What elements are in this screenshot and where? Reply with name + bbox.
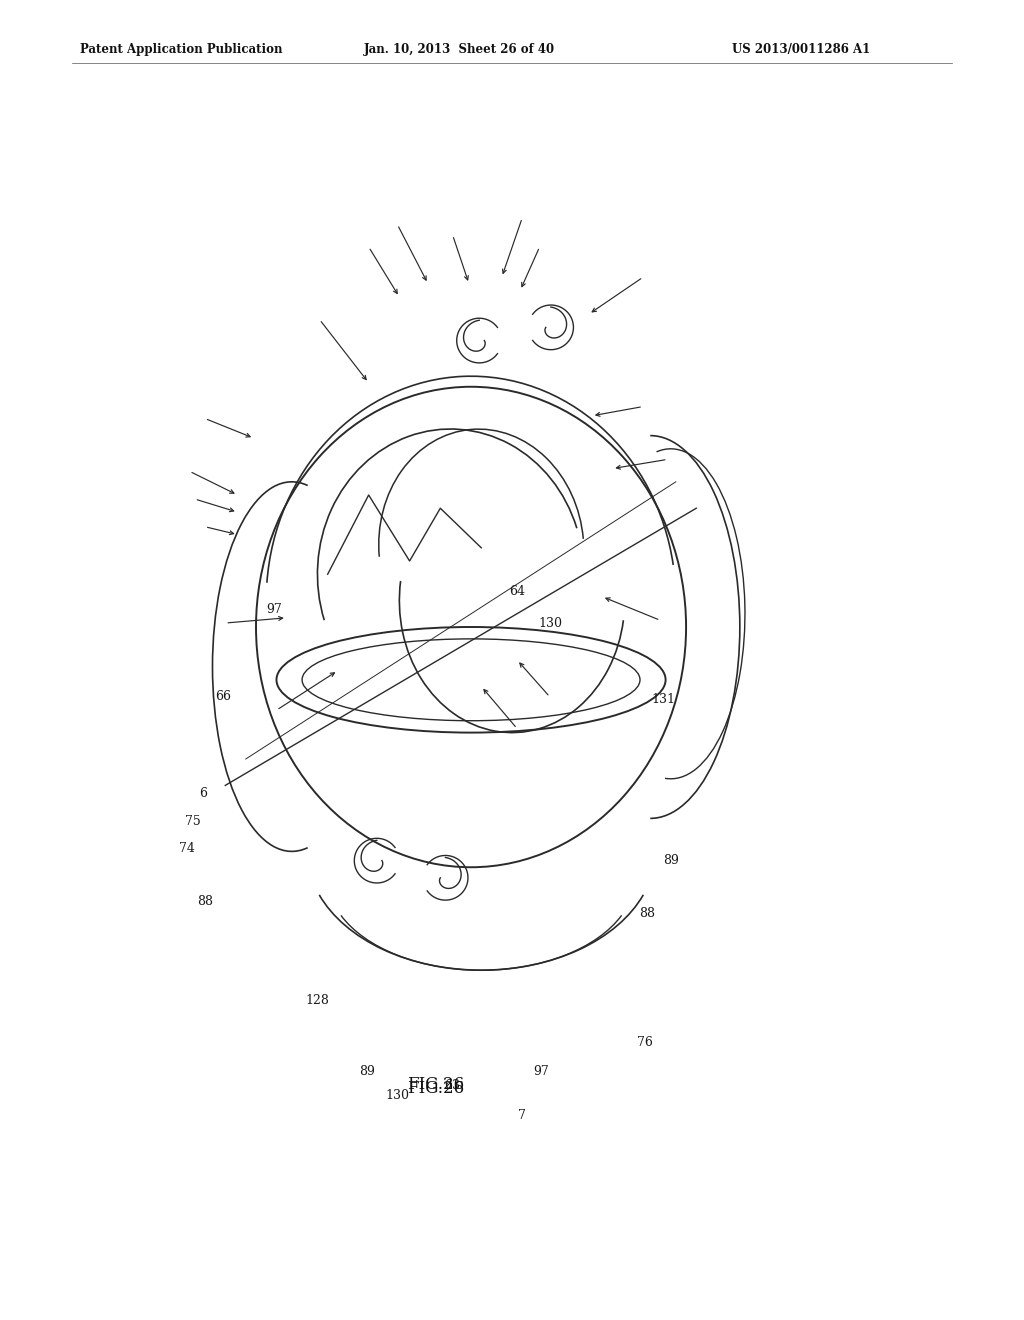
Text: FIG.26: FIG.26	[407, 1080, 464, 1097]
Text: 66: 66	[215, 690, 231, 704]
Text: 88: 88	[639, 907, 655, 920]
Text: 97: 97	[532, 1065, 549, 1078]
Text: US 2013/0011286 A1: US 2013/0011286 A1	[732, 42, 870, 55]
Text: 63: 63	[444, 1078, 461, 1092]
Text: 131: 131	[651, 693, 676, 706]
Text: 75: 75	[184, 814, 201, 828]
Text: 130: 130	[539, 616, 563, 630]
Text: 74: 74	[179, 842, 196, 855]
Text: 88: 88	[197, 895, 213, 908]
Text: FIG.26: FIG.26	[407, 1076, 464, 1093]
Text: 89: 89	[663, 854, 679, 867]
Text: 6: 6	[199, 787, 207, 800]
Text: Jan. 10, 2013  Sheet 26 of 40: Jan. 10, 2013 Sheet 26 of 40	[364, 42, 555, 55]
Text: 130: 130	[385, 1089, 410, 1102]
Text: 7: 7	[518, 1109, 526, 1122]
Text: 89: 89	[358, 1065, 375, 1078]
Text: 64: 64	[509, 585, 525, 598]
Text: 76: 76	[637, 1036, 653, 1049]
Text: 128: 128	[305, 994, 330, 1007]
Text: 97: 97	[266, 603, 283, 616]
Text: Patent Application Publication: Patent Application Publication	[80, 42, 283, 55]
